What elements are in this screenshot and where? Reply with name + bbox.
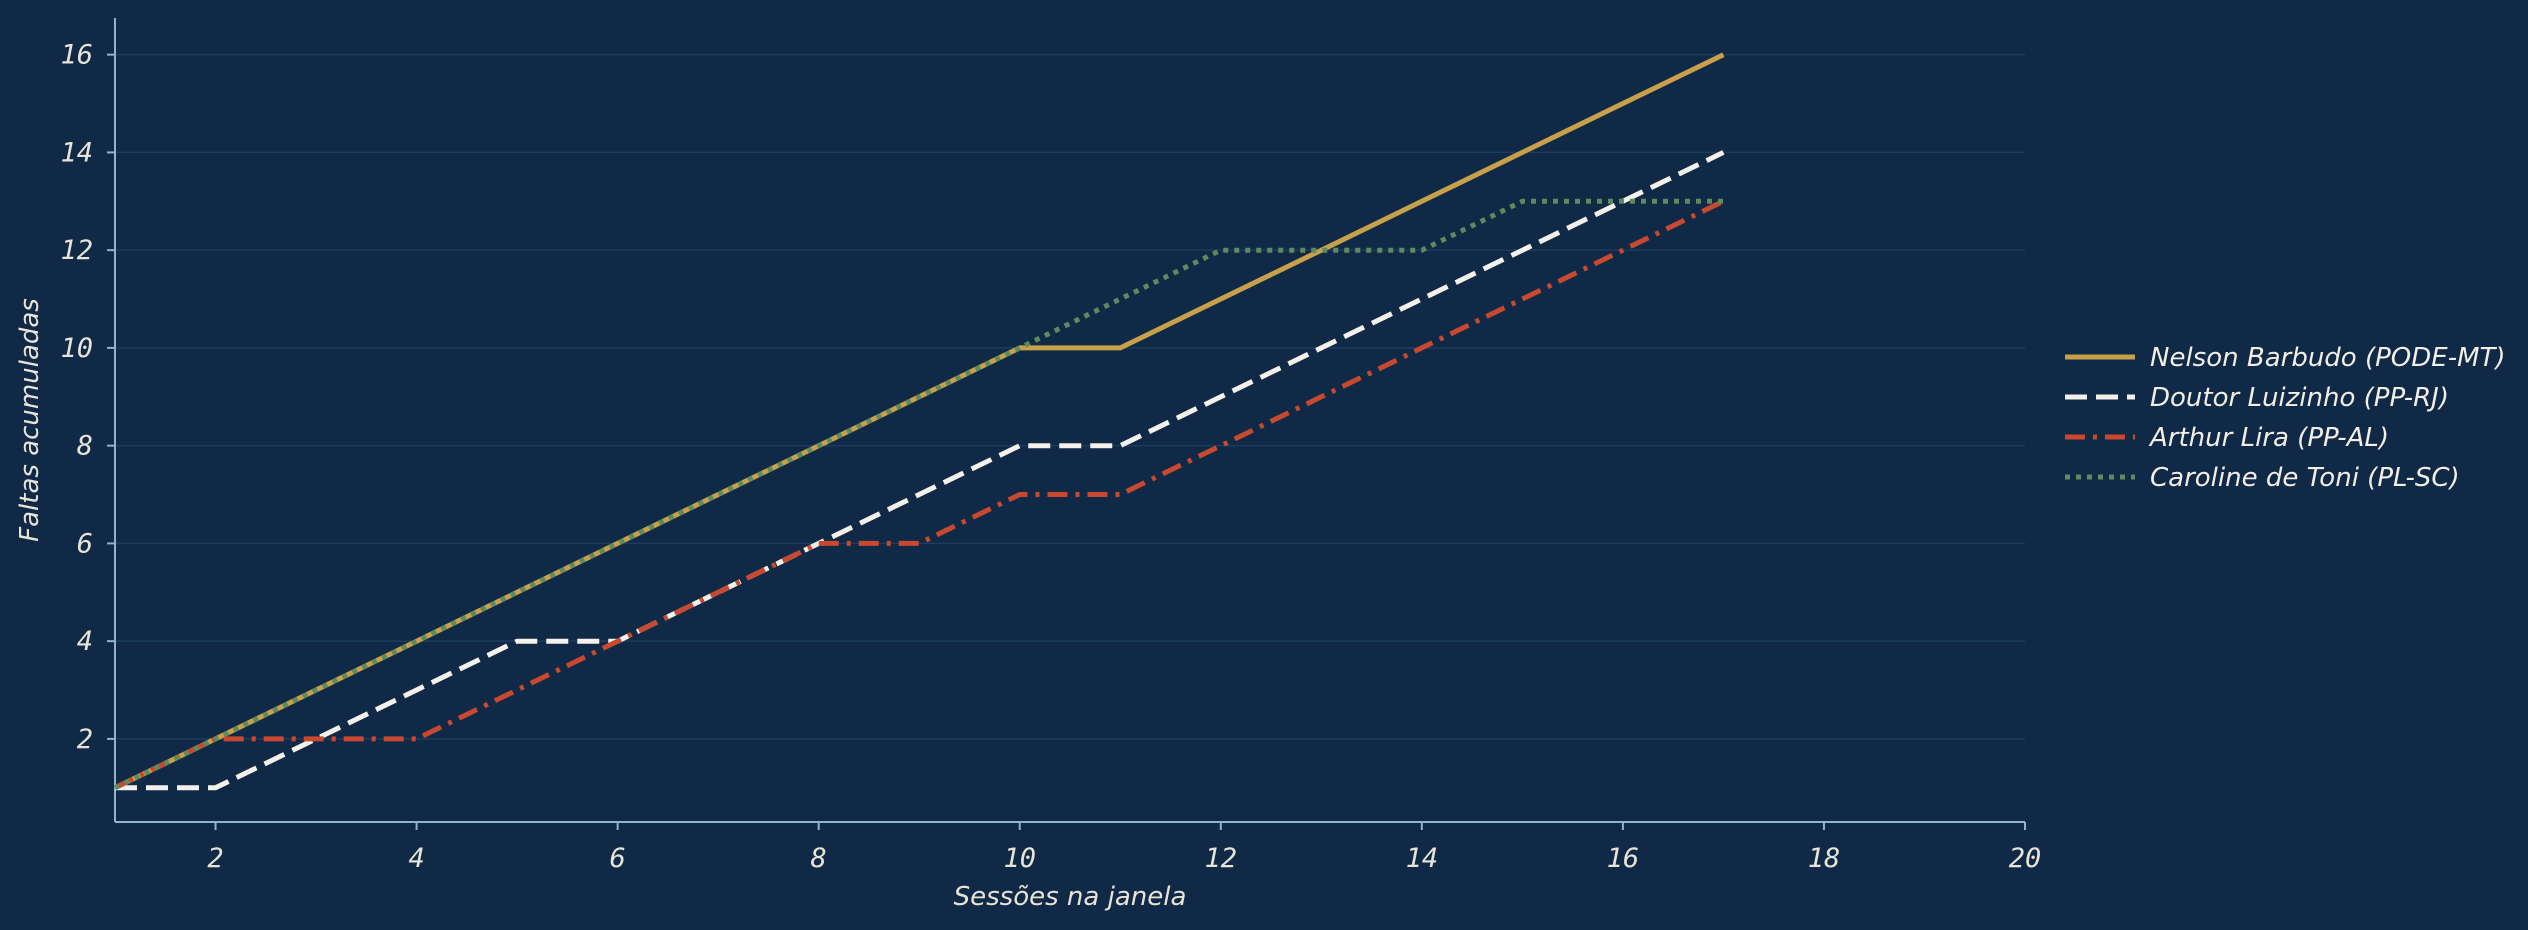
x-tick-label-0: 2 <box>207 843 223 874</box>
x-tick-label-4: 10 <box>1003 843 1036 874</box>
y-tick-label-0: 2 <box>77 724 93 755</box>
x-tick-label-7: 16 <box>1607 843 1640 874</box>
x-tick-label-5: 12 <box>1205 843 1238 874</box>
x-tick-label-3: 8 <box>811 843 827 874</box>
x-axis-ticks: 2 4 6 8 10 12 14 16 18 20 <box>207 822 2041 874</box>
y-axis-ticks: 2 4 6 8 10 12 14 16 <box>60 40 115 755</box>
y-tick-label-4: 10 <box>60 333 93 364</box>
legend-label-1: Doutor Luizinho (PP-RJ) <box>2150 383 2449 413</box>
legend-label-3: Caroline de Toni (PL-SC) <box>2150 463 2460 493</box>
x-tick-label-6: 14 <box>1406 843 1439 874</box>
series-line-3 <box>113 198 1724 791</box>
axes <box>114 18 2025 823</box>
y-tick-label-6: 14 <box>60 137 93 168</box>
series-line-0 <box>113 52 1725 791</box>
legend: Nelson Barbudo (PODE-MT) Doutor Luizinho … <box>2065 343 2506 493</box>
series-line-2 <box>113 199 1725 791</box>
y-tick-label-7: 16 <box>60 40 93 71</box>
x-tick-label-9: 20 <box>2009 843 2042 874</box>
series-lines <box>113 52 1725 791</box>
y-tick-label-2: 6 <box>77 528 93 559</box>
y-tick-label-3: 8 <box>77 431 93 462</box>
y-tick-label-1: 4 <box>77 626 93 657</box>
y-tick-label-5: 12 <box>60 235 93 266</box>
y-axis-title: Faltas acumuladas <box>15 298 45 542</box>
legend-label-0: Nelson Barbudo (PODE-MT) <box>2150 343 2506 373</box>
x-axis-title: Sessões na janela <box>954 882 1187 912</box>
series-line-1 <box>115 150 1725 791</box>
x-tick-label-1: 4 <box>408 843 424 874</box>
x-tick-label-2: 6 <box>609 843 625 874</box>
legend-label-2: Arthur Lira (PP-AL) <box>2148 423 2389 453</box>
grid-lines <box>115 53 2025 740</box>
x-tick-label-8: 18 <box>1808 843 1841 874</box>
